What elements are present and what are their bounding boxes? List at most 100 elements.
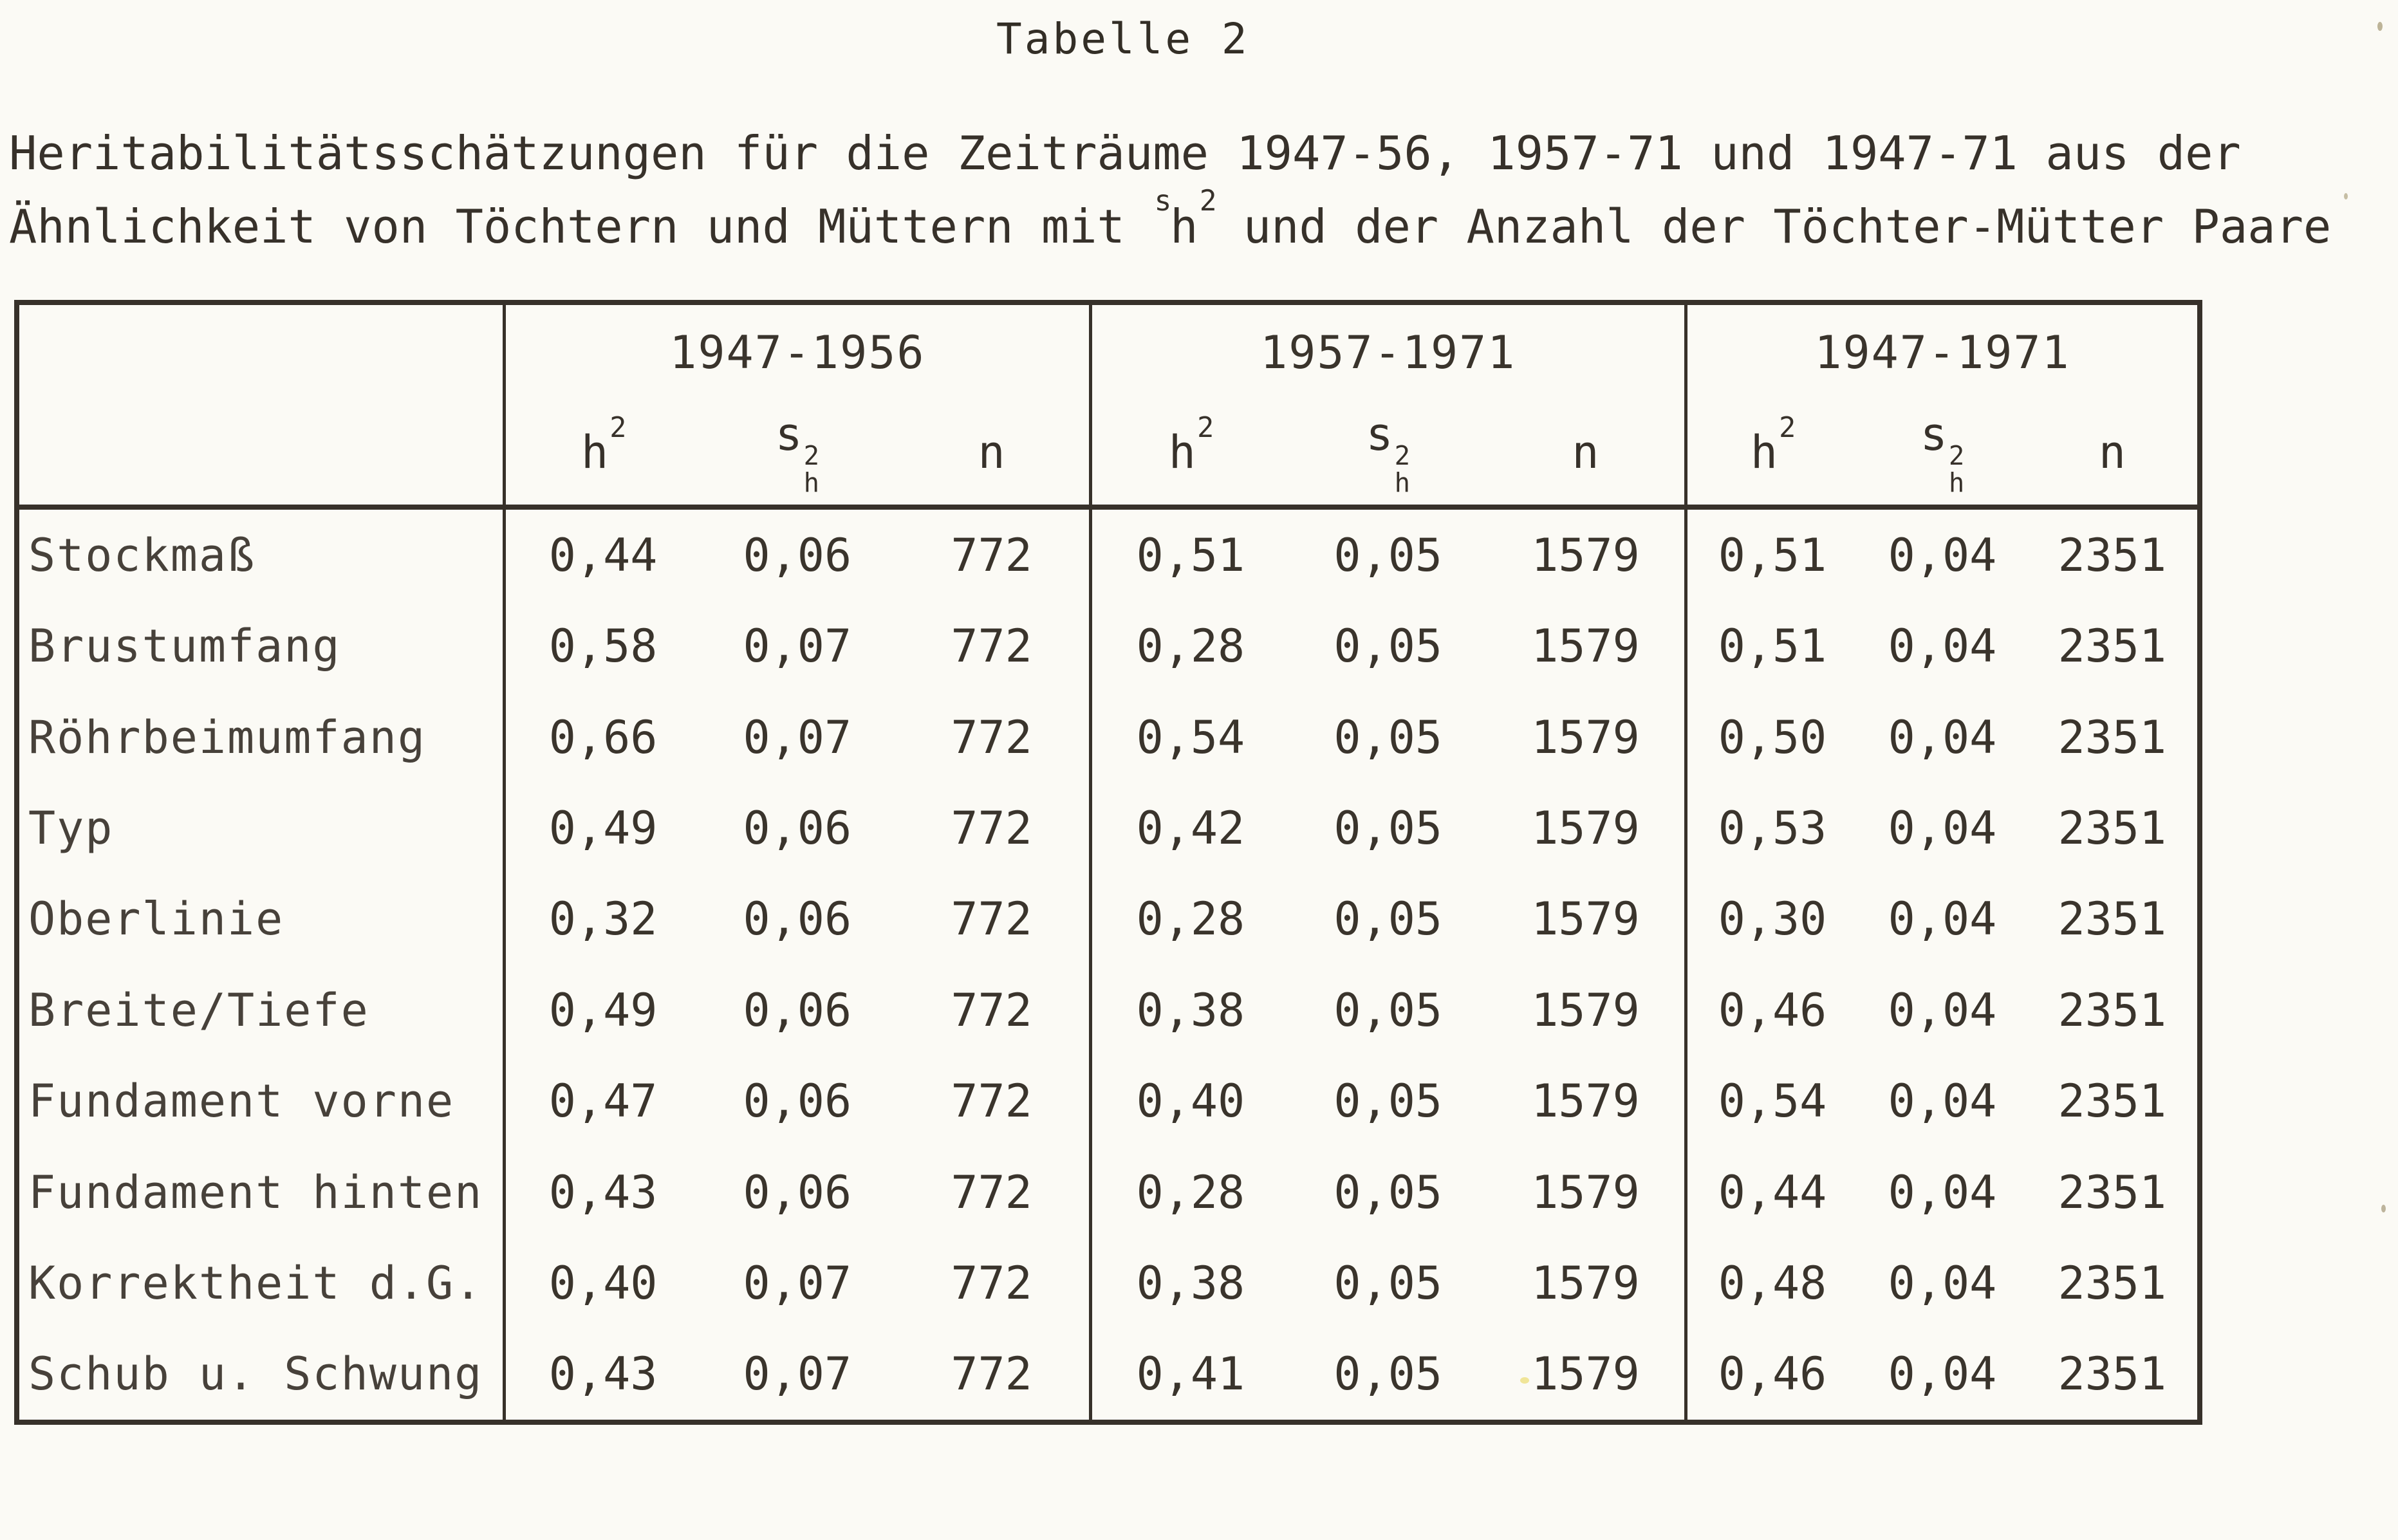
value-cell: 0,04 — [1888, 1165, 1997, 1219]
period-group-cells: 0,51 0,04 2351 — [1684, 510, 2197, 601]
value-cell: 1579 — [1531, 1165, 1640, 1219]
value-cell: 0,51 — [1718, 528, 1827, 582]
row-label: Stockmaß — [28, 528, 256, 582]
value-cell: 0,41 — [1136, 1348, 1245, 1401]
row-label: Fundament hinten — [28, 1165, 483, 1219]
table-row: Typ 0,49 0,06 772 0,42 0,05 1579 0,53 0,04 2351 — [19, 783, 2197, 874]
value-cell: 772 — [951, 710, 1032, 764]
period-group-cells: 0,43 0,07 772 — [503, 1328, 1088, 1420]
value-cell: 772 — [951, 620, 1032, 673]
value-cell: 0,49 — [548, 801, 658, 855]
value-cell: 0,05 — [1334, 893, 1442, 946]
period-group-cells: 0,51 0,04 2351 — [1684, 600, 2197, 692]
value-cell: 0,46 — [1718, 983, 1827, 1037]
period-group-cells: 0,54 0,04 2351 — [1684, 1055, 2197, 1147]
table-row: Stockmaß 0,44 0,06 772 0,51 0,05 1579 0,51 0,04 2… — [19, 510, 2197, 601]
value-cell: 0,04 — [1888, 620, 1997, 673]
value-cell: 0,28 — [1136, 893, 1245, 946]
value-cell: 2351 — [2058, 710, 2167, 764]
period-group-cells: 0,28 0,05 1579 — [1088, 1146, 1685, 1238]
row-label: Breite/Tiefe — [28, 983, 369, 1037]
empty-header-cell — [19, 305, 503, 400]
value-cell: 0,54 — [1136, 710, 1245, 764]
subtitle-line-1: Heritabilitätsschätzungen für die Zeiträ… — [9, 126, 2241, 180]
value-cell: 2351 — [2058, 983, 2167, 1037]
period-group-cells: 0,49 0,06 772 — [503, 783, 1088, 874]
value-cell: 0,05 — [1334, 710, 1442, 764]
scan-speck — [2344, 193, 2348, 199]
value-cell: 1579 — [1531, 1348, 1640, 1401]
period-header-row: 1947-1956 1957-1971 1947-1971 — [19, 305, 2197, 400]
value-cell: 0,07 — [743, 620, 852, 673]
subtitle-line-2-prefix: Ähnlichkeit von Töchtern und Müttern mit — [9, 199, 1153, 254]
table-body: Stockmaß 0,44 0,06 772 0,51 0,05 1579 0,51 0,04 2… — [19, 510, 2197, 1420]
value-cell: 0,30 — [1718, 893, 1827, 946]
value-cell: 772 — [951, 1075, 1032, 1128]
value-cell: 0,04 — [1888, 1075, 1997, 1128]
value-cell: 0,05 — [1334, 1075, 1442, 1128]
period-group-cells: 0,32 0,06 772 — [503, 873, 1088, 965]
value-cell: 0,06 — [743, 893, 852, 946]
table-row: Brustumfang 0,58 0,07 772 0,28 0,05 1579 0,51 0,… — [19, 600, 2197, 692]
n-column-header: n — [1572, 426, 1599, 479]
value-cell: 1579 — [1531, 1075, 1640, 1128]
h2-column-header: h2 — [1168, 411, 1214, 479]
table-row: Oberlinie 0,32 0,06 772 0,28 0,05 1579 0,30 0,04… — [19, 873, 2197, 965]
value-cell: 772 — [951, 1165, 1032, 1219]
scan-speck — [2381, 1205, 2386, 1212]
period-group-cells: 0,38 0,05 1579 — [1088, 1238, 1685, 1329]
period-header: 1957-1971 — [1260, 326, 1516, 379]
value-cell: 772 — [951, 1348, 1032, 1401]
period-group-cells: 0,40 0,07 772 — [503, 1238, 1088, 1329]
value-cell: 0,04 — [1888, 1348, 1997, 1401]
value-cell: 0,05 — [1334, 528, 1442, 582]
period-group-1947-1956: 1947-1956 — [503, 305, 1088, 400]
period-group-cells: 0,44 0,04 2351 — [1684, 1146, 2197, 1238]
table-row: Röhrbeimumfang 0,66 0,07 772 0,54 0,05 1579 0,5… — [19, 691, 2197, 783]
period-group-cells: 0,40 0,05 1579 — [1088, 1055, 1685, 1147]
value-cell: 0,50 — [1718, 710, 1827, 764]
value-cell: 0,49 — [548, 983, 658, 1037]
value-cell: 0,04 — [1888, 1256, 1997, 1310]
value-cell: 0,32 — [548, 893, 658, 946]
value-cell: 1579 — [1531, 1256, 1640, 1310]
period-group-cells: 0,28 0,05 1579 — [1088, 600, 1685, 692]
period-group-cells: 0,42 0,05 1579 — [1088, 783, 1685, 874]
value-cell: 2351 — [2058, 1165, 2167, 1219]
value-cell: 772 — [951, 983, 1032, 1037]
sh2-formula: sh2 — [1154, 184, 1217, 254]
subtitle-line-2-suffix: und der Anzahl der Töchter-Mütter Paare — [1215, 199, 2332, 254]
value-cell: 0,38 — [1136, 1256, 1245, 1310]
value-cell: 0,40 — [548, 1256, 658, 1310]
value-cell: 0,40 — [1136, 1075, 1245, 1128]
value-cell: 0,07 — [743, 1256, 852, 1310]
subtitle-line-2: Ähnlichkeit von Töchtern und Müttern mit… — [9, 184, 2332, 254]
value-cell: 1579 — [1531, 801, 1640, 855]
empty-header-cell — [19, 400, 503, 505]
value-cell: 1579 — [1531, 983, 1640, 1037]
value-cell: 0,47 — [548, 1075, 658, 1128]
period-group-cells: 0,28 0,05 1579 — [1088, 873, 1685, 965]
row-label: Röhrbeimumfang — [28, 710, 427, 764]
n-column-header: n — [978, 426, 1005, 479]
row-label: Oberlinie — [28, 893, 284, 946]
value-cell: 0,51 — [1718, 620, 1827, 673]
period-group-cells: 0,51 0,05 1579 — [1088, 510, 1685, 601]
value-cell: 0,43 — [548, 1348, 658, 1401]
value-cell: 0,48 — [1718, 1256, 1827, 1310]
period-group-cells: 0,66 0,07 772 — [503, 691, 1088, 783]
value-cell: 0,06 — [743, 1075, 852, 1128]
period-group-cells: 0,44 0,06 772 — [503, 510, 1088, 601]
value-cell: 0,42 — [1136, 801, 1245, 855]
value-cell: 772 — [951, 801, 1032, 855]
value-cell: 0,28 — [1136, 1165, 1245, 1219]
value-cell: 0,05 — [1334, 801, 1442, 855]
row-label: Brustumfang — [28, 620, 341, 673]
value-cell: 0,07 — [743, 710, 852, 764]
value-cell: 0,38 — [1136, 983, 1245, 1037]
value-cell: 0,66 — [548, 710, 658, 764]
